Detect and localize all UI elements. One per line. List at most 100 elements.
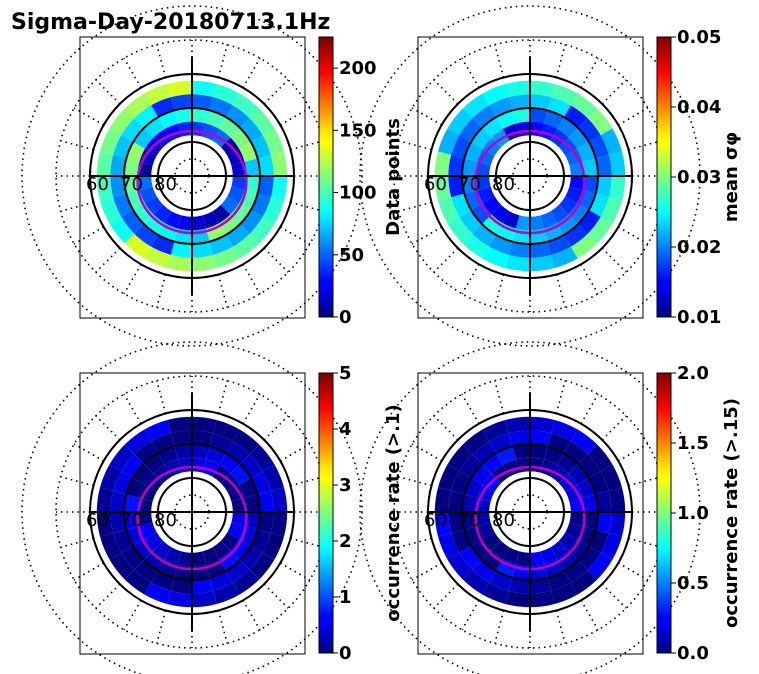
heatmap-cell <box>477 186 495 204</box>
heatmap-cell <box>530 108 548 124</box>
heatmap-cell <box>530 430 552 447</box>
heatmap-cell <box>505 254 530 272</box>
heatmap-cell <box>110 512 127 534</box>
colorbar <box>318 372 334 654</box>
heatmap-cell <box>110 154 127 176</box>
heatmap-cell <box>144 196 164 215</box>
grid-radial <box>290 476 324 487</box>
heatmap-cell <box>212 540 231 560</box>
colorbar-label: occurrence rate (>.1) <box>383 404 404 621</box>
heatmap-cell <box>569 176 585 191</box>
grid-radial <box>156 274 167 308</box>
heatmap-cell <box>230 127 251 149</box>
heatmap-cell <box>121 210 144 234</box>
grid-radial <box>494 44 505 78</box>
ring-label: 70 <box>120 174 143 195</box>
grid-radial <box>242 393 261 425</box>
heatmap-cell <box>471 127 492 149</box>
heatmap-cell <box>226 105 250 128</box>
heatmap-cell <box>109 444 135 472</box>
heatmap-cell <box>100 128 122 155</box>
colorbar-tick-label: 0.02 <box>677 237 721 258</box>
heatmap-cell <box>232 233 260 259</box>
heatmap-cell <box>578 210 601 234</box>
heatmap-cell <box>144 246 171 268</box>
heatmap-cell <box>550 540 569 560</box>
heatmap-cell <box>96 487 114 512</box>
grid-radial <box>242 57 261 89</box>
heatmap-cell <box>153 204 172 224</box>
grid-circle <box>21 341 363 674</box>
heatmap-cell <box>134 105 158 128</box>
grid-radial <box>123 599 142 631</box>
heatmap-cell <box>202 547 220 565</box>
heatmap-cell <box>220 196 240 215</box>
colorbar-tick-label: 0.0 <box>677 643 709 664</box>
heatmap-cell <box>144 84 171 106</box>
heatmap-cell <box>110 176 127 198</box>
grid-radial <box>217 274 228 308</box>
heatmap-cell <box>240 118 263 142</box>
heatmap-cell <box>262 533 284 560</box>
heatmap-cell <box>164 547 182 565</box>
heatmap-cell <box>481 214 503 235</box>
heatmap-cell <box>192 254 217 272</box>
ring-label: 60 <box>86 174 109 195</box>
heatmap-cell <box>508 577 530 594</box>
heatmap-cell <box>447 552 473 580</box>
grid-radial <box>156 610 167 644</box>
colorbar-tick-label: 4 <box>339 419 352 440</box>
heatmap-cell <box>462 429 490 455</box>
heatmap-cell <box>608 487 626 512</box>
heatmap-cell <box>508 430 530 447</box>
colorbar-tick-label: 0 <box>339 307 352 328</box>
heatmap-cell <box>232 429 260 455</box>
heatmap-cell <box>212 204 231 224</box>
grid-radial <box>123 393 142 425</box>
heatmap-cell <box>124 512 140 530</box>
heatmap-cell <box>508 94 530 111</box>
grid-radial <box>60 537 94 548</box>
heatmap-cell <box>192 94 214 111</box>
grid-radial <box>555 610 566 644</box>
grid-radial <box>461 263 480 295</box>
heatmap-cell <box>133 203 154 225</box>
heatmap-cell <box>139 148 157 166</box>
heatmap-cell <box>461 494 478 512</box>
heatmap-cell <box>192 590 217 608</box>
heatmap-cell <box>177 215 192 231</box>
heatmap-cell <box>502 123 520 141</box>
heatmap-cell <box>137 176 153 191</box>
heatmap-cell <box>96 176 114 201</box>
polar-panel-2: 60 70 80 0.01 0.02 0.03 0.04 0.05 mean σφ <box>359 5 742 347</box>
heatmap-cell <box>121 118 144 142</box>
heatmap-cell <box>530 577 552 594</box>
heatmap-cell <box>170 241 192 258</box>
ring-label: 80 <box>154 510 177 531</box>
ring-label: 70 <box>120 510 143 531</box>
heatmap-cell <box>134 441 158 464</box>
panel-frame <box>417 372 644 655</box>
heatmap-cell <box>582 494 598 512</box>
colorbar-tick-label: 100 <box>339 183 377 204</box>
grid-circle <box>359 341 701 674</box>
grid-radial <box>398 476 432 487</box>
heatmap-cell <box>213 420 240 442</box>
heatmap-cell <box>491 540 510 560</box>
heatmap-cell <box>578 546 601 570</box>
heatmap-cell <box>564 224 588 247</box>
heatmap-cell <box>244 494 260 512</box>
heatmap-cell <box>434 151 452 176</box>
heatmap-cell <box>459 454 482 478</box>
ring-label: 70 <box>458 174 481 195</box>
heatmap-cell <box>213 582 240 604</box>
heatmap-cell <box>167 590 192 608</box>
heatmap-cell <box>219 117 241 138</box>
colorbar-label: occurrence rate (>.15) <box>721 398 742 628</box>
heatmap-cell <box>227 186 245 204</box>
heatmap-cell <box>227 522 245 540</box>
grid-radial <box>60 201 94 212</box>
grid-radial <box>263 79 289 105</box>
heatmap-cell <box>124 429 152 455</box>
